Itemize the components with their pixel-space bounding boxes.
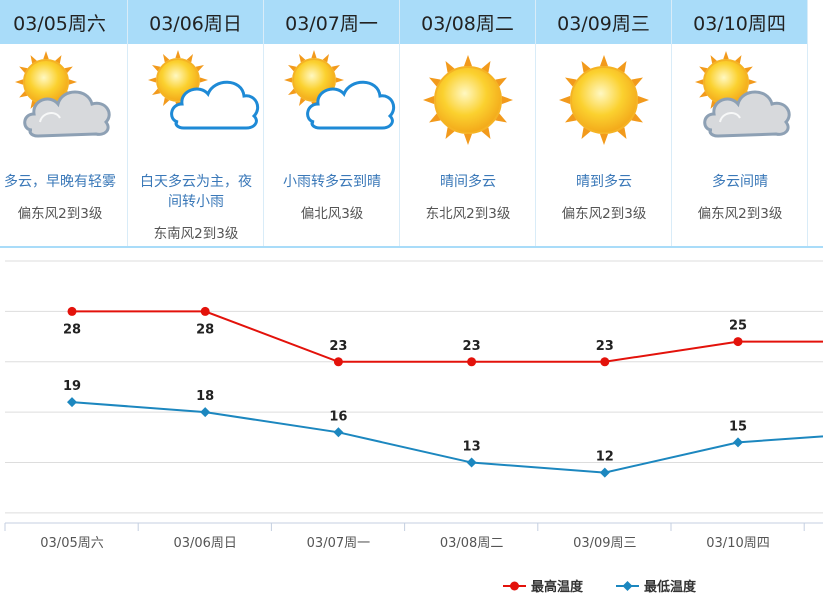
sun-cloud-icon [672,50,807,162]
low-temp-point [200,407,211,418]
forecast-wind: 偏东风2到3级 [697,206,783,222]
forecast-date: 03/08周二 [400,0,535,44]
data-label: 15 [729,419,747,434]
low-temp-point [599,467,610,478]
x-tick-label: 03/10周四 [706,536,769,551]
sun-behind-cloud-icon [128,50,263,162]
forecast-day: 03/07周一 小雨转多云到晴 偏北风3级 [264,0,400,246]
data-label: 13 [463,440,481,455]
forecast-date: 03/07周一 [264,0,399,44]
sun-icon [400,50,535,162]
high-temp-point [67,306,77,316]
low-temp-point [466,457,477,468]
forecast-strip: 03/05周六 多云，早晚有轻雾 偏东风2到3级 03/06周日 白天多云为主，夜间… [0,0,823,248]
low-temp-point [67,397,77,408]
forecast-wind: 偏东风2到3级 [561,206,647,222]
low-temp-point [333,427,344,438]
forecast-date: 03/10周四 [672,0,807,44]
data-label: 12 [596,450,614,465]
high-temp-point [333,357,343,367]
forecast-date: 03/09周三 [536,0,671,44]
data-label: 28 [63,322,81,337]
forecast-wind: 东北风2到3级 [425,206,511,222]
forecast-description: 多云，早晚有轻雾 [4,174,116,190]
legend-high-marker [510,581,519,591]
x-tick-label: 03/07周一 [307,536,370,551]
forecast-description: 小雨转多云到晴 [283,174,381,190]
sun-cloud-icon [0,50,127,162]
forecast-day: 03/06周日 白天多云为主，夜间转小雨东南风2到3级 [128,0,264,246]
data-label: 18 [196,389,214,404]
high-temp-line [72,310,823,363]
forecast-description: 白天多云为主，夜间转小雨 [140,174,252,210]
data-label: 25 [729,319,747,334]
forecast-day: 03/09周三 晴到多云偏东风2到3级 [536,0,672,246]
forecast-description: 晴到多云 [576,174,632,190]
sun-behind-cloud-icon [264,50,399,162]
high-temp-point [467,357,477,367]
data-label: 19 [63,379,81,394]
high-temp-point [600,357,610,367]
forecast-date: 03/06周日 [128,0,263,44]
low-temp-point [733,437,743,448]
forecast-day: 03/08周二 晴间多云东北风2到3级 [400,0,536,246]
data-label: 23 [329,339,347,354]
forecast-wind: 偏北风3级 [300,206,364,222]
legend-low-marker [622,581,633,591]
forecast-day: 03/10周四 多云间晴偏东风2到3级 [672,0,808,246]
data-label: 23 [596,339,614,354]
x-tick-label: 03/05周六 [40,536,103,551]
forecast-date: 03/05周六 [0,0,127,44]
legend-low-label: 最低温度 [644,579,697,595]
sun-icon [536,50,671,162]
legend-high-label: 最高温度 [531,579,584,595]
x-tick-label: 03/08周二 [440,536,503,551]
high-temp-point [733,337,743,347]
forecast-description: 多云间晴 [712,174,768,190]
forecast-wind: 东南风2到3级 [153,226,239,242]
high-temp-point [200,306,210,316]
forecast-divider [0,246,823,248]
x-tick-label: 03/06周日 [173,536,236,551]
data-label: 23 [463,339,481,354]
forecast-description: 晴间多云 [440,174,496,190]
forecast-day: 03/05周六 多云，早晚有轻雾 偏东风2到3级 [0,0,128,246]
x-tick-label: 03/09周三 [573,536,636,551]
data-label: 16 [329,409,347,424]
forecast-wind: 偏东风2到3级 [17,206,103,222]
low-temp-line [71,401,823,474]
data-label: 28 [196,322,214,337]
temperature-chart: 03/05周六 03/06周日 03/07周一 03/08周二 03/09周三 03/10… [4,260,823,595]
